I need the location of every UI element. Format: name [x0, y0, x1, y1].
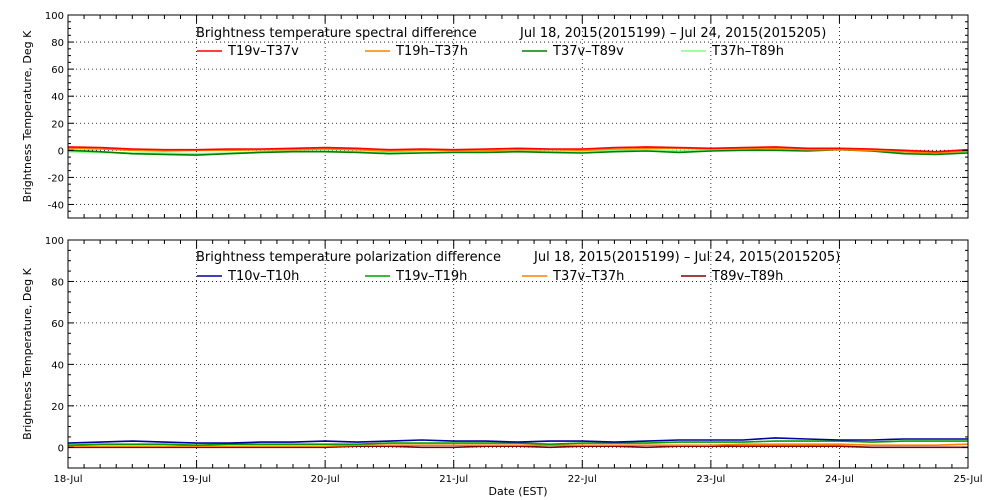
x-axis-label: Date (EST): [488, 485, 547, 498]
legend-label: T19h–T37h: [395, 44, 468, 59]
y-tick-label: 80: [51, 277, 64, 288]
series-line-1: [67, 440, 968, 447]
x-tick-label: 22-Jul: [568, 474, 597, 485]
y-tick-label: 40: [51, 92, 64, 103]
x-tick-label: 20-Jul: [311, 474, 340, 485]
legend-label: T37v–T37h: [552, 269, 624, 284]
legend-label: T19v–T37v: [227, 44, 299, 59]
legend-label: T37h–T89h: [711, 44, 784, 59]
spectral-chart-title: Brightness temperature spectral differen…: [196, 26, 477, 41]
legend-label: T89v–T89h: [711, 269, 783, 284]
polarization-y-axis-label: Brightness Temperature, Deg K: [21, 267, 34, 439]
y-tick-label: 60: [51, 65, 64, 76]
y-tick-label: 100: [45, 236, 64, 247]
x-tick-label: 24-Jul: [825, 474, 854, 485]
y-tick-label: -40: [48, 200, 64, 211]
x-tick-label: 19-Jul: [182, 474, 211, 485]
series-line-0: [67, 146, 969, 153]
polarization-date-range: Jul 18, 2015(2015199) – Jul 24, 2015(201…: [533, 250, 840, 265]
series-line-3: [68, 445, 968, 449]
y-tick-label: 20: [51, 119, 64, 130]
series-line-2: [67, 148, 969, 156]
y-tick-label: 20: [51, 402, 64, 413]
polarization-plot-frame: [67, 239, 969, 469]
y-tick-label: 60: [51, 319, 64, 330]
spectral-plot-frame: [67, 14, 969, 219]
y-tick-label: 0: [58, 146, 64, 157]
spectral-difference-panel: -40 -20 0 20 40 60 80 100 Brightness temperatur…: [21, 11, 969, 219]
polarization-difference-panel: 0 20 40 60 80 100 18-Jul 19-Jul 20-Jul 21-Jul 22-J…: [21, 236, 982, 498]
legend-label: T19v–T19h: [395, 269, 467, 284]
y-tick-label: 100: [45, 11, 64, 22]
y-tick-label: 0: [58, 443, 64, 454]
series-line-1: [67, 147, 969, 154]
y-tick-label: -20: [48, 173, 64, 184]
legend-label: T37v–T89v: [552, 44, 624, 59]
legend-label: T10v–T10h: [227, 269, 299, 284]
x-tick-label: 21-Jul: [439, 474, 468, 485]
spectral-date-range: Jul 18, 2015(2015199) – Jul 24, 2015(201…: [519, 26, 826, 41]
y-tick-label: 80: [51, 38, 64, 49]
x-tick-label: 18-Jul: [54, 474, 83, 485]
y-tick-label: 40: [51, 360, 64, 371]
x-tick-label: 25-Jul: [954, 474, 983, 485]
spectral-y-axis-label: Brightness Temperature, Deg K: [21, 30, 34, 202]
series-line-2: [68, 443, 969, 448]
series-line-0: [67, 437, 968, 444]
polarization-chart-title: Brightness temperature polarization diff…: [196, 250, 501, 265]
x-tick-label: 23-Jul: [696, 474, 725, 485]
